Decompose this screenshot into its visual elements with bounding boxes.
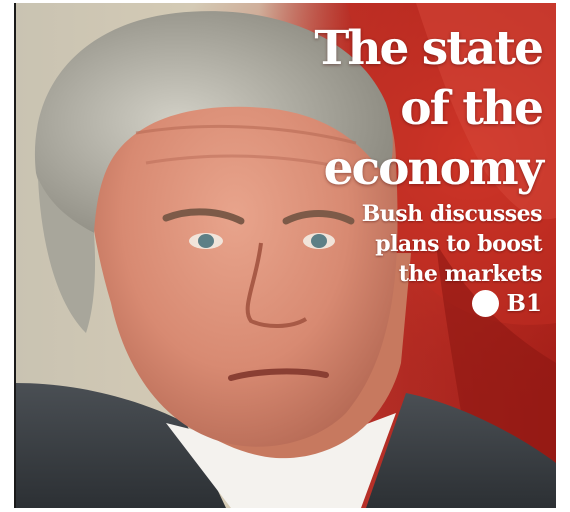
bullet-icon <box>471 290 499 317</box>
headline[interactable]: The state of the economy <box>282 19 544 199</box>
subheadline-line-1: Bush discusses <box>361 201 543 227</box>
subheadline-line-2: plans to boost <box>375 231 542 257</box>
page-reference-label: B1 <box>506 290 542 317</box>
headline-line-2: of the <box>400 81 544 136</box>
headline-line-1: The state <box>314 21 544 76</box>
subheadline-line-3: the markets <box>398 261 543 287</box>
page-reference[interactable]: B1 <box>471 290 542 317</box>
subheadline: Bush discusses plans to boost the market… <box>302 199 543 289</box>
headline-line-3: economy <box>323 141 544 196</box>
news-teaser[interactable]: The state of the economy Bush discusses … <box>14 3 556 508</box>
portrait-photo <box>16 3 556 508</box>
